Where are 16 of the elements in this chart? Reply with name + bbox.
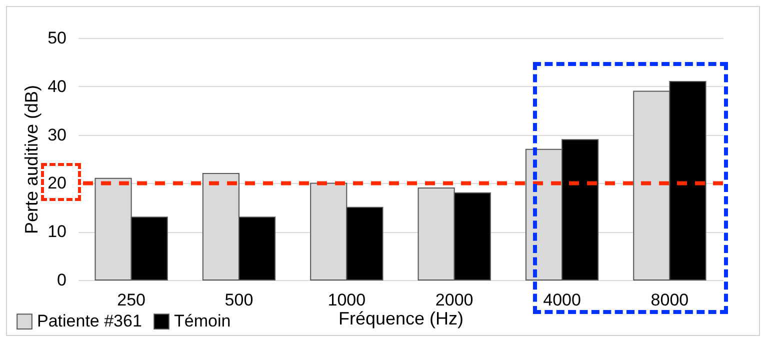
x-tick-label: 1000 [328,290,366,310]
legend-label: Patiente #361 [37,312,142,331]
y-tick-label: 0 [57,270,66,290]
y-tick-label: 20 [48,174,66,193]
x-tick-label: 4000 [543,290,581,310]
y-tick-label: 50 [48,28,66,48]
x-tick-label: 2000 [435,290,474,310]
y-axis-title: Perte auditive (dB) [22,84,42,234]
y-tick-label: 40 [48,76,66,96]
x-tick-label: 250 [117,290,146,310]
y-tick-label: 30 [48,125,66,144]
x-tick-label: 8000 [650,290,689,310]
legend-label: Témoin [174,312,231,331]
x-axis-title: Fréquence (Hz) [338,308,464,328]
y-tick-label: 10 [48,222,66,242]
x-tick-label: 500 [224,290,254,310]
